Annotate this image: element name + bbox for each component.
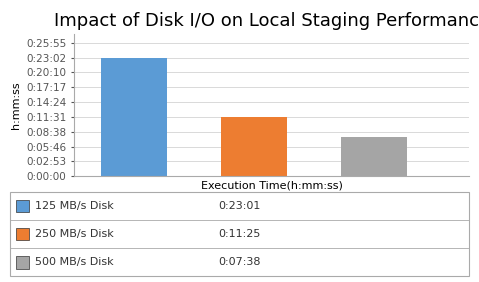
Text: 250 MB/s Disk: 250 MB/s Disk — [35, 229, 114, 239]
Bar — [341, 137, 407, 176]
Bar — [221, 118, 287, 176]
Bar — [101, 58, 167, 176]
Text: 125 MB/s Disk: 125 MB/s Disk — [35, 201, 114, 211]
FancyBboxPatch shape — [10, 192, 469, 276]
Title: Impact of Disk I/O on Local Staging Performance: Impact of Disk I/O on Local Staging Perf… — [54, 12, 479, 30]
Y-axis label: h:mm:ss: h:mm:ss — [11, 81, 21, 129]
X-axis label: Execution Time(h:mm:ss): Execution Time(h:mm:ss) — [201, 180, 343, 190]
Text: 500 MB/s Disk: 500 MB/s Disk — [35, 257, 114, 267]
Bar — [16, 228, 29, 240]
Text: 0:11:25: 0:11:25 — [218, 229, 261, 239]
Text: 0:23:01: 0:23:01 — [218, 201, 261, 211]
Text: 0:07:38: 0:07:38 — [218, 257, 261, 267]
Bar — [16, 200, 29, 212]
Bar — [16, 256, 29, 268]
